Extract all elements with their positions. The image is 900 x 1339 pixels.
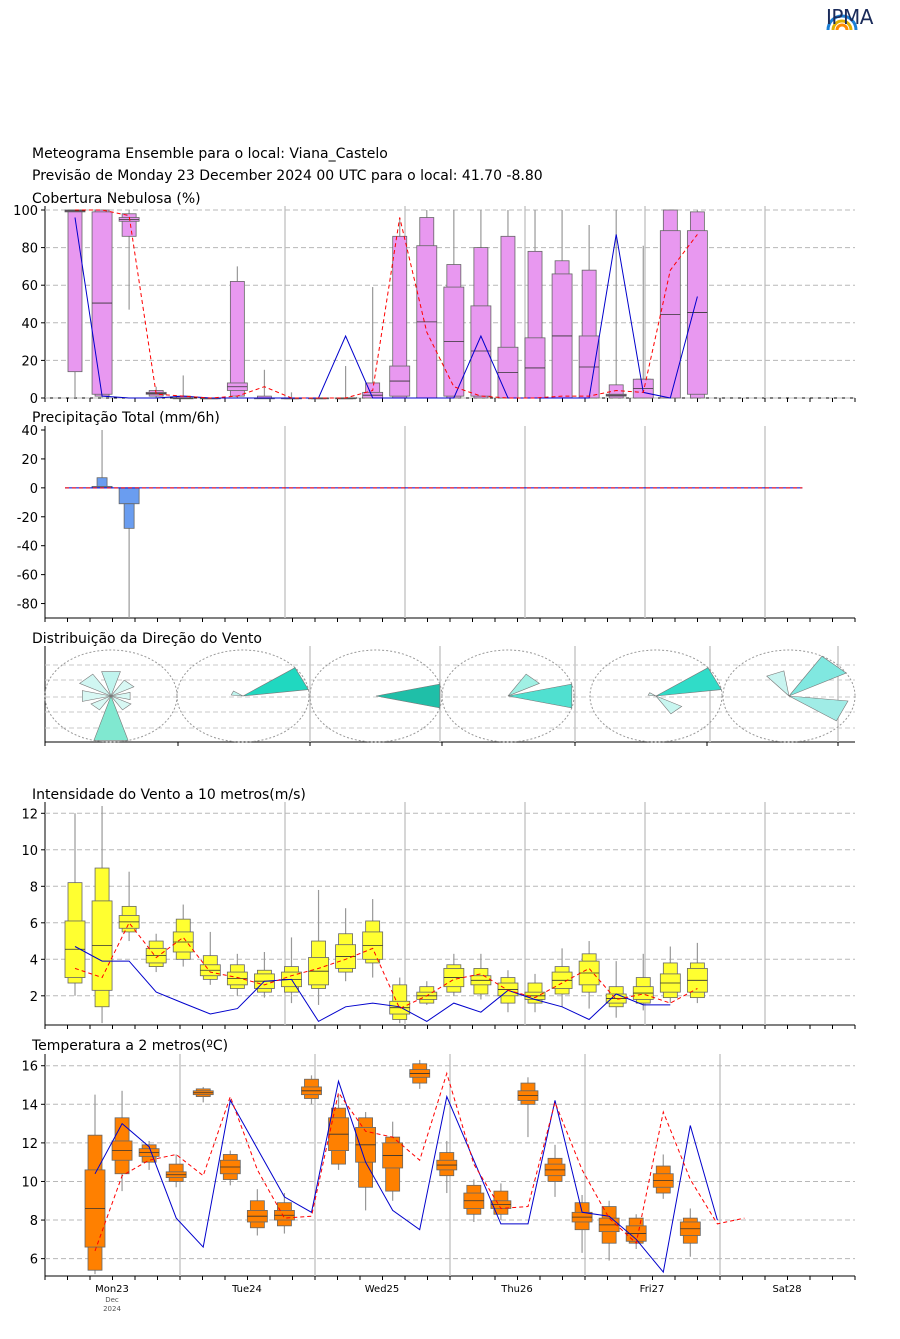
median-line [74,217,698,399]
wind-rose-sector [655,695,683,715]
wind-rose-sector [766,670,790,697]
wind-rose-sector [242,667,309,697]
wind-rose-sector [230,690,244,697]
y-tick-label: -60 [17,569,38,584]
x-month-label: Dec [105,1296,119,1304]
wind-rose-sector [90,695,112,711]
wind-rose-sector [647,692,657,697]
x-day-label-2: Wed25 [365,1284,400,1295]
box-outer [67,209,83,373]
y-tick-label: 12 [21,1137,38,1152]
panel-title-3: Intensidade do Vento a 10 metros(m/s) [32,787,306,803]
y-tick-label: 2 [30,990,38,1005]
y-tick-label: 14 [21,1098,38,1113]
wind-rose-sector [655,667,722,697]
y-tick-label: 60 [21,279,38,294]
y-tick-label: 6 [30,917,38,932]
x-day-label-0: Mon23 [95,1284,129,1295]
y-tick-label: 10 [21,844,38,859]
y-tick-label: 8 [30,1214,38,1229]
mean-line [75,209,698,399]
precip-box [96,477,108,487]
median-line [74,946,671,1023]
y-tick-label: 16 [21,1060,38,1075]
y-tick-label: -40 [17,540,38,555]
wind-rose-sector [110,692,131,700]
wind-rose-ring [722,649,856,743]
y-tick-label: 8 [30,880,38,895]
wind-rose-sector [375,683,441,709]
precip-box [123,503,135,529]
meteogram-title: Meteograma Ensemble para o local: Viana_… [32,146,388,162]
y-tick-label: 6 [30,1253,38,1268]
panel-title-1: Precipitação Total (mm/6h) [32,410,220,426]
y-tick-label: -20 [17,511,38,526]
x-year-label: 2024 [103,1305,121,1313]
panel-title-2: Distribuição da Direção do Vento [32,631,262,647]
mean-line [94,1071,745,1252]
wind-rose-sector [507,673,541,697]
y-tick-label: 0 [30,392,38,407]
ipma-logo-icon [826,14,858,31]
y-tick-label: 20 [21,453,38,468]
y-tick-label: -80 [17,598,38,613]
y-tick-label: 100 [13,204,38,219]
x-day-label-1: Tue24 [231,1284,262,1295]
precip-box [118,487,140,505]
box-outer [229,281,245,397]
y-tick-label: 4 [30,953,38,968]
y-tick-label: 10 [21,1175,38,1190]
y-tick-label: 20 [21,354,38,369]
wind-rose-ring [441,649,575,743]
x-day-label-4: Fri27 [640,1284,665,1295]
wind-rose-sector [788,655,847,697]
wind-rose-sector [788,695,849,722]
y-tick-label: 12 [21,807,38,822]
wind-rose-sector [78,673,112,697]
x-day-label-3: Thu26 [500,1284,533,1295]
wind-rose-ring [589,649,723,743]
wind-rose-sector [101,671,121,697]
y-tick-label: 40 [21,317,38,332]
wind-rose-sector [110,695,132,711]
wind-rose-sector [110,679,135,697]
mean-line [74,921,698,1010]
median-line [94,1079,718,1274]
forecast-subtitle: Previsão de Monday 23 December 2024 00 U… [32,168,543,184]
ipma-logo-text: IPMA [826,5,873,29]
x-day-label-5: Sat28 [772,1284,801,1295]
y-tick-label: 80 [21,242,38,257]
y-tick-label: 40 [21,424,38,439]
wind-rose-sector [82,690,112,702]
wind-rose-sector [93,695,129,741]
panel-title-4: Temperatura a 2 metros(ºC) [31,1038,228,1054]
panel-title-0: Cobertura Nebulosa (%) [32,191,201,207]
y-tick-label: 0 [30,482,38,497]
wind-rose-ring [176,649,310,743]
wind-rose-sector [507,683,573,709]
